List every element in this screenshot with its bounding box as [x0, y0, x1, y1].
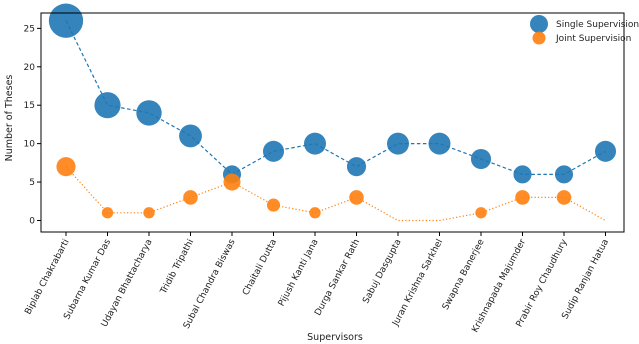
series-0-point: [387, 132, 409, 155]
series-1-point: [183, 190, 198, 205]
series-0-point: [554, 165, 574, 184]
legend-label-1: Joint Supervision: [555, 34, 631, 44]
y-axis-title: Number of Theses: [4, 75, 15, 162]
series-0-point: [428, 132, 451, 155]
plot-layer: [48, 3, 617, 222]
y-tick-label: 10: [24, 140, 36, 150]
x-tick-label: Biplab Chakrabarti: [23, 238, 71, 317]
x-tick-label: Sudip Ranjan Hatua: [560, 238, 611, 321]
legend-marker-0: [530, 15, 548, 33]
x-axis-title: Supervisors: [307, 332, 363, 343]
series-0-point: [470, 148, 492, 170]
series-1-point: [143, 207, 155, 219]
x-tick-label: Chaitali Dutta: [241, 238, 279, 298]
series-0-point: [346, 157, 367, 177]
y-tick-label: 20: [24, 63, 36, 73]
x-tick-label: Subarna Kumar Das: [62, 237, 113, 321]
series-0-point: [48, 3, 84, 38]
series-1-point: [266, 198, 281, 212]
legend-label-0: Single Supervision: [556, 20, 639, 30]
series-1-point: [515, 190, 530, 205]
series-line-1: [65, 166, 606, 222]
legend-marker-1: [532, 31, 546, 45]
y-tick-label: 25: [24, 24, 35, 34]
series-1-point: [101, 207, 114, 219]
x-tick-label: Sabuj Dasgupta: [361, 238, 403, 306]
y-tick-label: 0: [29, 216, 35, 226]
legend-layer: Single Supervision Joint Supervision: [530, 15, 639, 45]
plot-frame: [40, 12, 625, 233]
series-1-point: [56, 157, 76, 177]
series-1-point: [349, 190, 364, 205]
y-tick-label: 5: [29, 178, 35, 188]
y-tick-label: 15: [24, 101, 35, 111]
series-0-point: [594, 140, 617, 162]
series-0-point: [179, 124, 202, 148]
series-1-point: [223, 173, 241, 191]
x-tick-label: Tridib Tripathi: [158, 238, 196, 297]
x-tick-label: Pijush Kanti Jana: [277, 238, 321, 308]
series-0-point: [304, 132, 326, 155]
series-0-point: [136, 100, 162, 126]
series-1-point: [475, 207, 487, 219]
x-tick-label: Durga Sankar Rath: [313, 238, 362, 318]
series-0-point: [513, 165, 532, 184]
series-0-point: [262, 140, 285, 162]
series-0-point: [94, 92, 121, 119]
series-line-0: [65, 20, 606, 176]
series-1-point: [309, 207, 321, 219]
x-tick-label: Swapna Banerjee: [441, 237, 487, 311]
series-1-point: [556, 190, 572, 205]
